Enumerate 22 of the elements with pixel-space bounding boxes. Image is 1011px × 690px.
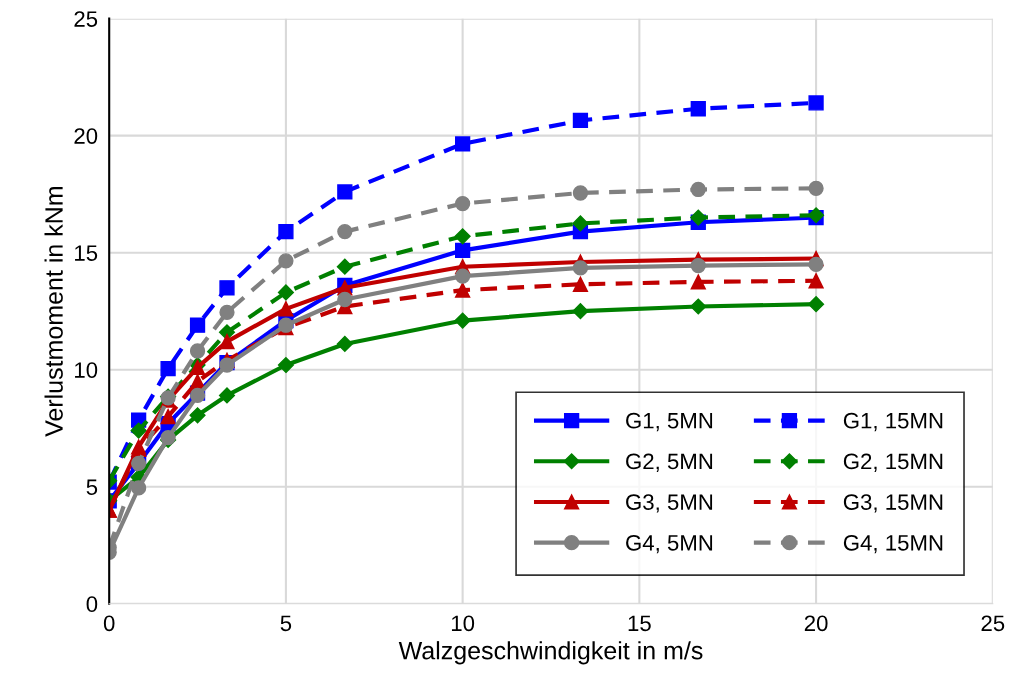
y-tick-label: 10 <box>75 362 98 378</box>
x-tick-label: 10 <box>451 615 475 632</box>
legend-label: G3, 5MN <box>626 494 713 513</box>
legend-label: G3, 15MN <box>843 494 943 513</box>
legend-label: G1, 5MN <box>626 412 713 432</box>
legend-label: G4, 15MN <box>843 534 943 554</box>
x-tick-label: 20 <box>804 615 828 632</box>
y-tick-label: 5 <box>86 479 98 495</box>
x-tick-label: 0 <box>103 615 115 632</box>
y-tick-label: 20 <box>74 128 98 144</box>
legend-label: G4, 5MN <box>626 534 713 554</box>
y-tick-label: 15 <box>75 245 98 261</box>
y-tick-label: 0 <box>86 596 98 613</box>
y-axis-title: Verlustmoment in kNm <box>44 187 63 437</box>
y-tick-label: 25 <box>74 11 98 27</box>
x-axis-title: Walzgeschwindigkeit in m/s <box>398 641 703 665</box>
legend-label: G2, 5MN <box>626 453 713 472</box>
x-tick-label: 25 <box>981 615 1005 632</box>
x-tick-label: 15 <box>628 615 651 632</box>
legend-label: G2, 15MN <box>843 453 943 472</box>
x-tick-label: 5 <box>280 615 292 632</box>
legend-label: G1, 15MN <box>843 412 943 432</box>
